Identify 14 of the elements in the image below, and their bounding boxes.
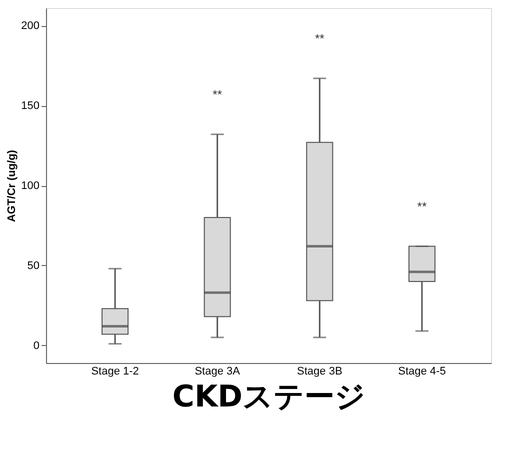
- annotation: **: [212, 87, 222, 102]
- y-axis-title: AGT/Cr (ug/g): [6, 150, 18, 222]
- y-tick-label: 200: [21, 20, 40, 32]
- y-tick-label: 50: [27, 260, 40, 272]
- x-axis-title: CKDステージ: [172, 380, 366, 414]
- x-tick-label: Stage 4-5: [398, 366, 446, 378]
- x-tick-label: Stage 3A: [194, 366, 241, 378]
- annotation: **: [417, 199, 427, 214]
- x-tick-label: Stage 1-2: [91, 366, 139, 378]
- y-tick-label: 100: [21, 180, 40, 192]
- annotation: **: [314, 31, 325, 46]
- y-tick-label: 150: [21, 100, 40, 112]
- x-tick-label: Stage 3B: [297, 366, 342, 378]
- y-tick-label: 0: [33, 340, 40, 352]
